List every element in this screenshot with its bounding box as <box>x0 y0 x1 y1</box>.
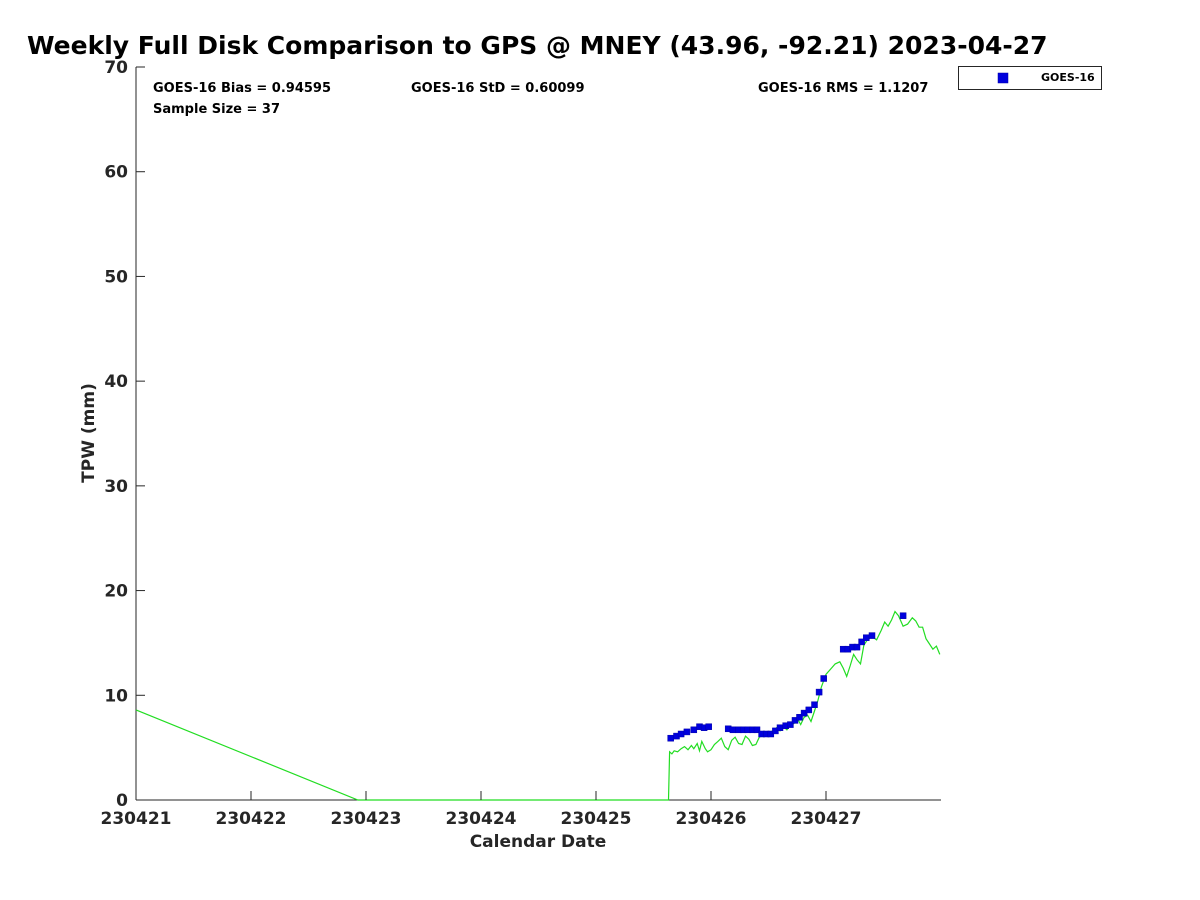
y-tick-label: 0 <box>116 791 128 811</box>
goes16-point <box>820 675 827 682</box>
x-tick-label: 230425 <box>561 809 632 829</box>
goes16-point <box>899 612 907 619</box>
plot-area <box>135 67 941 801</box>
goes16-marker-layer <box>667 612 907 742</box>
y-tick-label: 40 <box>104 372 128 392</box>
goes16-point <box>776 724 784 731</box>
y-tick-label: 60 <box>104 163 128 183</box>
goes16-point <box>868 632 876 639</box>
x-tick-label: 230421 <box>101 809 172 829</box>
bias-stat: GOES-16 Bias = 0.94595 <box>153 81 331 96</box>
gps-line-layer <box>135 610 941 801</box>
goes16-point <box>815 688 823 696</box>
y-tick-label: 50 <box>104 267 128 287</box>
y-tick-label: 70 <box>104 58 128 78</box>
y-axis-ticks: 0 10 20 30 40 50 60 70 <box>104 58 145 811</box>
sample-size-stat: Sample Size = 37 <box>153 102 280 117</box>
x-tick-label: 230423 <box>331 809 402 829</box>
legend-box <box>958 66 1102 90</box>
goes16-point <box>683 728 691 736</box>
goes16-point <box>805 706 813 714</box>
goes16-point <box>729 726 737 734</box>
y-tick-label: 20 <box>104 582 128 602</box>
goes16-point <box>677 730 685 738</box>
legend-marker-goes16 <box>997 72 1009 84</box>
x-tick-label: 230427 <box>791 809 862 829</box>
chart-title: Weekly Full Disk Comparison to GPS @ MNE… <box>27 31 1048 60</box>
goes16-point <box>667 734 674 742</box>
goes16-point <box>705 723 712 730</box>
x-axis-label: Calendar Date <box>470 832 607 852</box>
y-tick-label: 10 <box>104 686 128 706</box>
gps-tpw-line <box>135 610 941 801</box>
x-axis-ticks: 230421 230422 230423 230424 230425 230426 2304… <box>101 791 862 829</box>
goes16-point <box>858 638 865 646</box>
goes16-point <box>863 634 870 641</box>
legend: GOES-16 <box>958 66 1102 90</box>
x-tick-label: 230424 <box>446 809 517 829</box>
x-tick-label: 230422 <box>216 809 287 829</box>
x-tick-label: 230426 <box>676 809 747 829</box>
goes16-point <box>853 643 861 651</box>
y-tick-label: 30 <box>104 477 128 497</box>
std-stat: GOES-16 StD = 0.60099 <box>411 81 585 96</box>
goes16-point <box>787 721 794 728</box>
legend-label-goes16: GOES-16 <box>1041 71 1095 84</box>
goes16-point <box>796 714 803 721</box>
goes16-point <box>811 701 818 708</box>
rms-stat: GOES-16 RMS = 1.1207 <box>758 81 928 96</box>
goes16-point <box>753 726 761 734</box>
goes16-point <box>690 726 698 734</box>
y-axis-label: TPW (mm) <box>79 383 99 483</box>
